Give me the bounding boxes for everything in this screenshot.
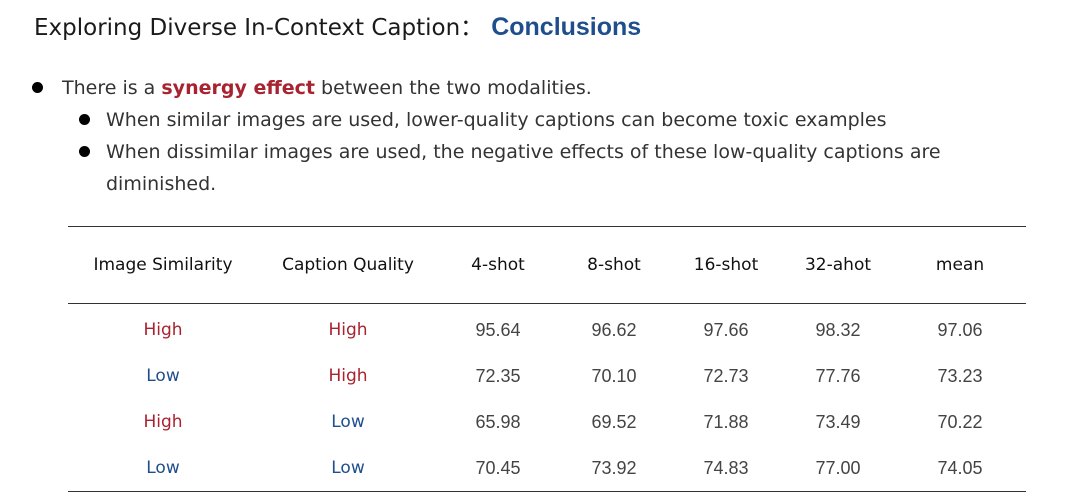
table-row: Low Low 70.45 73.92 74.83 77.00 74.05 — [68, 445, 1026, 492]
table-cell: 96.62 — [591, 319, 637, 340]
sub-bullet-item: When similar images are used, lower-qual… — [32, 104, 1032, 136]
table-cell: 70.45 — [475, 457, 521, 478]
bullet-dot-icon — [32, 82, 43, 93]
caption-quality-cell: Low — [331, 412, 365, 432]
image-similarity-cell: Low — [146, 458, 180, 478]
table-cell: 70.22 — [937, 411, 983, 432]
table-cell: 97.06 — [937, 319, 983, 340]
table-header-cell: mean — [935, 255, 985, 275]
sub-bullet-text: When dissimilar images are used, the neg… — [106, 141, 941, 195]
bullet-text-pre: There is a — [62, 77, 162, 99]
bullet-dot-icon — [79, 114, 90, 125]
table-cell: 74.83 — [703, 457, 749, 478]
caption-quality-cell: High — [328, 366, 368, 386]
table-cell: 74.05 — [937, 457, 983, 478]
table-cell: 65.98 — [475, 411, 521, 432]
table-header-cell: 16-shot — [693, 255, 759, 275]
table-cell: 95.64 — [475, 319, 521, 340]
table-cell: 70.10 — [591, 365, 637, 386]
table-cell: 77.76 — [815, 365, 861, 386]
image-similarity-cell: Low — [146, 366, 180, 386]
table-cell: 72.35 — [475, 365, 521, 386]
table-header-cell: Image Similarity — [93, 255, 233, 275]
table-header-cell: 4-shot — [471, 255, 525, 275]
table-row: Low High 72.35 70.10 72.73 77.76 73.23 — [68, 353, 1026, 399]
title-main: Exploring Diverse In-Context Caption： — [34, 15, 484, 41]
table-cell: 77.00 — [815, 457, 861, 478]
table-row: High High 95.64 96.62 97.66 98.32 97.06 — [68, 304, 1026, 354]
table-cell: 73.49 — [815, 411, 861, 432]
bullet-text-post: between the two modalities. — [314, 77, 592, 99]
caption-quality-cell: High — [328, 320, 368, 340]
table-cell: 72.73 — [703, 365, 749, 386]
page-title: Exploring Diverse In-Context Caption： Con… — [34, 10, 641, 45]
table-cell: 73.23 — [937, 365, 983, 386]
table-cell: 98.32 — [815, 319, 861, 340]
table-cell: 69.52 — [591, 411, 637, 432]
image-similarity-cell: High — [143, 412, 183, 432]
table-cell: 73.92 — [591, 457, 637, 478]
table-header-row: Image Similarity Caption Quality 4-shot … — [68, 226, 1026, 304]
table-row: High Low 65.98 69.52 71.88 73.49 70.22 — [68, 399, 1026, 445]
sub-bullet-text: When similar images are used, lower-qual… — [106, 109, 887, 131]
results-table: Image Similarity Caption Quality 4-shot … — [68, 226, 1026, 492]
bullet-list: There is a synergy effect between the tw… — [32, 72, 1032, 200]
table-cell: 71.88 — [703, 411, 749, 432]
bullet-item: There is a synergy effect between the tw… — [32, 72, 1032, 104]
table-header-cell: 32-ahot — [804, 255, 872, 275]
sub-bullet-item: When dissimilar images are used, the neg… — [32, 136, 1032, 200]
caption-quality-cell: Low — [331, 458, 365, 478]
bullet-highlight: synergy effect — [161, 77, 315, 99]
bullet-dot-icon — [79, 146, 90, 157]
title-accent: Conclusions — [491, 13, 642, 41]
table-header-cell: Caption Quality — [282, 255, 414, 275]
image-similarity-cell: High — [143, 320, 183, 340]
table-cell: 97.66 — [703, 319, 749, 340]
table-header-cell: 8-shot — [587, 255, 641, 275]
